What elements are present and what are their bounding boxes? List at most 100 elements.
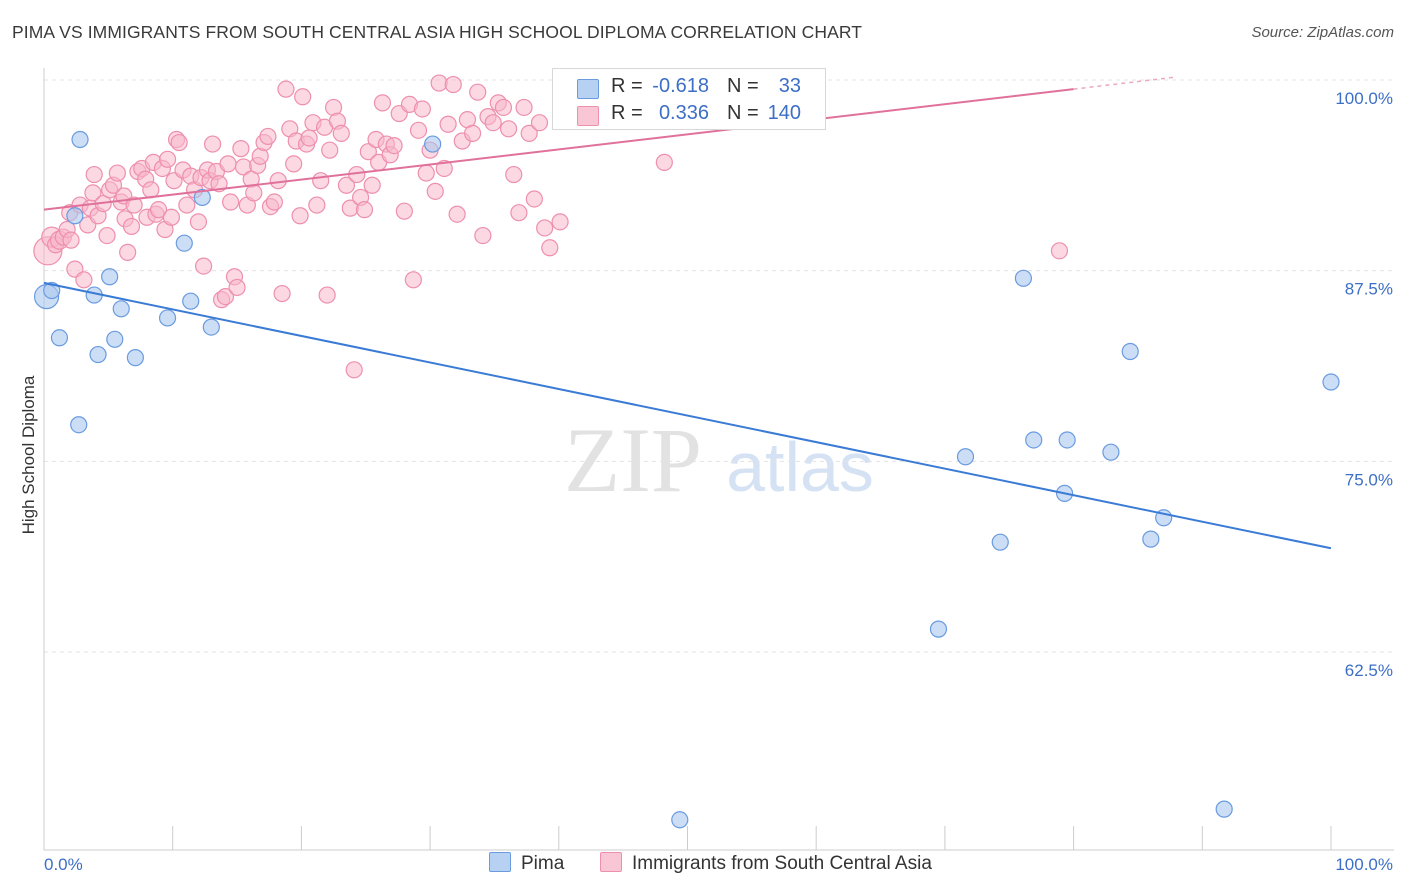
immigrants-point (494, 98, 513, 117)
immigrants-point (308, 196, 326, 214)
pima-trend-line (43, 281, 1332, 550)
tick-labels: 100.0% 87.5% 75.0% 62.5% 0.0% 100.0% High Scho… (19, 89, 1393, 874)
immigrants-point (359, 143, 377, 161)
immigrants-point (426, 182, 444, 200)
immigrants-point (318, 286, 336, 304)
pima-point (182, 292, 200, 310)
pima-point (50, 329, 69, 347)
immigrants-point (294, 88, 312, 106)
immigrants-point (417, 164, 435, 182)
immigrants-point (203, 135, 222, 153)
immigrants-point (245, 184, 263, 202)
immigrants-point (363, 176, 381, 194)
pima-point (175, 234, 193, 252)
pima-legend-swatch (489, 852, 511, 872)
immigrants-point (385, 136, 403, 155)
immigrants-point (430, 74, 448, 92)
immigrants-point (108, 164, 126, 182)
x-tick-label-min: 0.0% (44, 855, 83, 874)
pima-swatch (577, 79, 599, 99)
n-label: N = (727, 75, 759, 97)
immigrants-point (291, 207, 309, 225)
r-label: R = (611, 102, 643, 124)
immigrants-trend-line (43, 88, 1074, 211)
immigrants-point (551, 213, 569, 231)
immigrants-point (413, 100, 431, 118)
immigrants-point (469, 83, 487, 101)
pima-point (193, 188, 211, 207)
pima-point (929, 620, 948, 638)
immigrants-point (228, 278, 246, 297)
immigrants-point (1050, 242, 1069, 260)
immigrants-point (222, 193, 240, 211)
immigrants-point (265, 193, 283, 211)
immigrants-point (84, 184, 102, 202)
zipatlas-watermark: ZIP atlas (564, 409, 874, 511)
immigrants-point (655, 153, 673, 171)
pima-point (671, 811, 689, 829)
legend-row-immigrants: R = 0.336 N = 140 (553, 100, 825, 128)
pima-point (101, 268, 119, 286)
immigrants-series (33, 74, 1069, 379)
immigrants-point (312, 172, 330, 190)
immigrants-point (439, 115, 457, 133)
immigrants-point (300, 129, 318, 147)
immigrants-point (125, 196, 143, 214)
pima-point (1025, 431, 1043, 449)
y-tick-label: 87.5% (1345, 280, 1393, 299)
immigrants-point (345, 361, 363, 379)
immigrants-point (337, 176, 356, 194)
pima-point (70, 416, 88, 434)
immigrants-point (409, 121, 428, 139)
immigrants-swatch (577, 106, 599, 126)
series-legend-pima: Pima (489, 852, 564, 875)
immigrants-point (515, 98, 533, 117)
trend-lines (43, 76, 1332, 550)
immigrants-point (149, 201, 168, 219)
pima-point (158, 309, 177, 327)
immigrants-point (474, 226, 492, 245)
pima-point (956, 448, 975, 466)
chart-source: Source: ZipAtlas.com (1251, 24, 1394, 41)
immigrants-point (178, 196, 196, 214)
x-tick-label-max: 100.0% (1335, 855, 1393, 874)
n-value: 140 (767, 102, 801, 124)
pima-point (43, 281, 61, 300)
pima-series (33, 130, 1340, 829)
stats-legend: R = -0.618 N = 33 R = 0.336 N = 140 (552, 68, 826, 130)
pima-point (89, 345, 107, 364)
pima-point (424, 135, 442, 153)
immigrants-point (75, 271, 93, 289)
pima-legend-label: Pima (521, 853, 565, 874)
watermark-zip: ZIP (564, 409, 702, 511)
immigrants-point (530, 114, 549, 132)
immigrants-point (285, 155, 303, 173)
immigrants-point (444, 75, 462, 94)
pima-point (1215, 800, 1233, 818)
immigrants-point (85, 165, 103, 184)
immigrants-point (541, 239, 559, 257)
pima-point (71, 130, 89, 149)
immigrants-trend-extension (1073, 76, 1177, 90)
legend-row-pima: R = -0.618 N = 33 (553, 73, 825, 101)
series-legend-immigrants: Immigrants from South Central Asia (600, 852, 932, 875)
y-axis-label: High School Diploma (19, 375, 38, 534)
immigrants-point (505, 165, 523, 184)
pima-point (66, 207, 84, 225)
pima-point (126, 349, 144, 367)
immigrants-point (162, 208, 181, 226)
immigrants-point (259, 127, 277, 146)
immigrants-point (463, 124, 482, 142)
pima-point (202, 318, 220, 336)
immigrants-point (500, 120, 518, 138)
pima-point (1014, 269, 1033, 287)
immigrants-point (373, 94, 392, 112)
pima-point (1121, 342, 1139, 361)
immigrants-legend-label: Immigrants from South Central Asia (632, 853, 932, 874)
immigrants-point (435, 159, 453, 178)
immigrants-point (216, 287, 235, 306)
r-label: R = (611, 75, 643, 97)
immigrants-point (158, 150, 177, 168)
chart-title: PIMA VS IMMIGRANTS FROM SOUTH CENTRAL AS… (12, 22, 863, 42)
pima-point (112, 300, 130, 318)
